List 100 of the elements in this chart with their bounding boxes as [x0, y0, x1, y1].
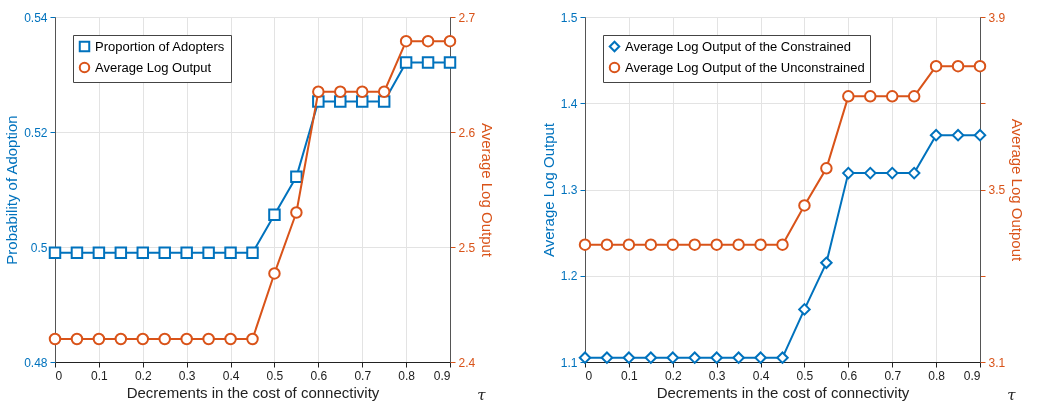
point — [622, 351, 636, 364]
point — [776, 238, 789, 251]
x-tick-label: 0.8 — [398, 368, 416, 383]
point — [443, 34, 457, 48]
x-tick-label: 0.2 — [134, 368, 152, 383]
point — [820, 162, 833, 175]
y2-tick-label: 2.7 — [458, 10, 476, 25]
point — [710, 238, 723, 251]
y2-tick-label: 3.1 — [988, 355, 1006, 370]
point — [114, 246, 128, 259]
y2-axis-title: Average Log Output — [479, 123, 497, 258]
x-tick-label: 0.2 — [664, 368, 682, 383]
point — [907, 90, 921, 103]
point — [578, 238, 592, 251]
point — [180, 332, 193, 346]
point — [973, 59, 987, 73]
legend-label: Proportion of Adopters — [95, 38, 225, 54]
legend-label: Average Log Output — [95, 59, 212, 75]
x-tick-label: 0.5 — [796, 368, 814, 383]
x-tick-label: 0.7 — [354, 368, 372, 383]
point — [776, 351, 789, 364]
point — [929, 128, 943, 142]
y2-tick-label: 2.6 — [458, 125, 476, 140]
x-axis-title: Decrements in the cost of connectivity — [126, 383, 380, 401]
point — [202, 246, 215, 259]
point — [885, 90, 899, 103]
legend-label: Average Log Output of the Unconstrained — [625, 59, 865, 75]
point — [842, 166, 855, 180]
point — [600, 351, 614, 364]
x-axis-title: Decrements in the cost of connectivity — [656, 383, 910, 401]
point — [973, 128, 987, 142]
x-tick-label: 0.4 — [752, 368, 770, 383]
point — [798, 199, 811, 212]
y-tick-label: 1.4 — [560, 96, 578, 111]
point — [666, 238, 680, 251]
point — [202, 332, 215, 346]
point — [268, 267, 281, 280]
y2-tick-label: 3.9 — [988, 10, 1006, 25]
y2-tick-label: 2.4 — [458, 355, 476, 370]
point — [70, 246, 84, 259]
x-tick-label: 0.3 — [178, 368, 196, 383]
point — [48, 332, 62, 346]
point — [666, 351, 680, 364]
point — [180, 246, 193, 259]
point — [622, 238, 636, 251]
point — [355, 85, 369, 98]
point — [421, 56, 435, 69]
x-tick-label: 0 — [585, 368, 593, 383]
point — [820, 256, 833, 270]
y2-tick-label: 2.5 — [458, 240, 476, 255]
point — [885, 166, 899, 180]
point — [334, 95, 347, 108]
point — [864, 90, 877, 103]
x-tick-label: 0.8 — [928, 368, 946, 383]
x-tick-label: 0.9 — [963, 368, 981, 383]
y-tick-label: 0.5 — [30, 240, 48, 255]
x-tick-label: 0.5 — [266, 368, 284, 383]
y-axis-title: Average Log Output — [539, 122, 557, 257]
point — [377, 85, 391, 98]
point — [864, 166, 877, 180]
x-tick-label: 0.6 — [840, 368, 858, 383]
point — [290, 206, 303, 219]
point — [246, 246, 259, 259]
point — [951, 128, 965, 142]
point — [798, 303, 811, 316]
legend-label: Average Log Output of the Constrained — [625, 38, 851, 54]
y-tick-label: 1.3 — [560, 183, 578, 197]
point — [929, 59, 943, 73]
point — [136, 246, 150, 259]
point — [688, 238, 701, 251]
point — [710, 351, 723, 364]
point — [443, 56, 457, 69]
point — [421, 34, 435, 48]
point — [312, 85, 325, 98]
y-tick-label: 0.54 — [24, 10, 48, 25]
x-tick-label: 0.1 — [91, 368, 109, 383]
x-tick-label: 0.3 — [708, 368, 726, 383]
point — [290, 170, 303, 184]
y-tick-label: 0.48 — [24, 355, 48, 370]
y-tick-label: 0.52 — [24, 125, 48, 140]
point — [92, 246, 106, 259]
x-tick-label: 0.9 — [433, 368, 451, 383]
point — [732, 238, 745, 251]
x-tick-label: 0.7 — [884, 368, 902, 383]
point — [158, 246, 171, 259]
y-axis-title: Probability of Adoption — [3, 115, 21, 265]
point — [754, 351, 767, 364]
point — [399, 34, 413, 48]
point — [48, 246, 62, 259]
point — [334, 85, 347, 98]
point — [224, 246, 237, 259]
y-tick-label: 1.2 — [560, 269, 578, 284]
point — [907, 166, 921, 180]
x-tick-label: 0.4 — [222, 368, 240, 383]
point — [268, 208, 281, 222]
text: τ — [1007, 386, 1017, 404]
y2-axis-title: Average Log Outpout — [1009, 118, 1027, 262]
point — [158, 332, 171, 346]
point — [732, 351, 745, 364]
point — [114, 332, 128, 346]
